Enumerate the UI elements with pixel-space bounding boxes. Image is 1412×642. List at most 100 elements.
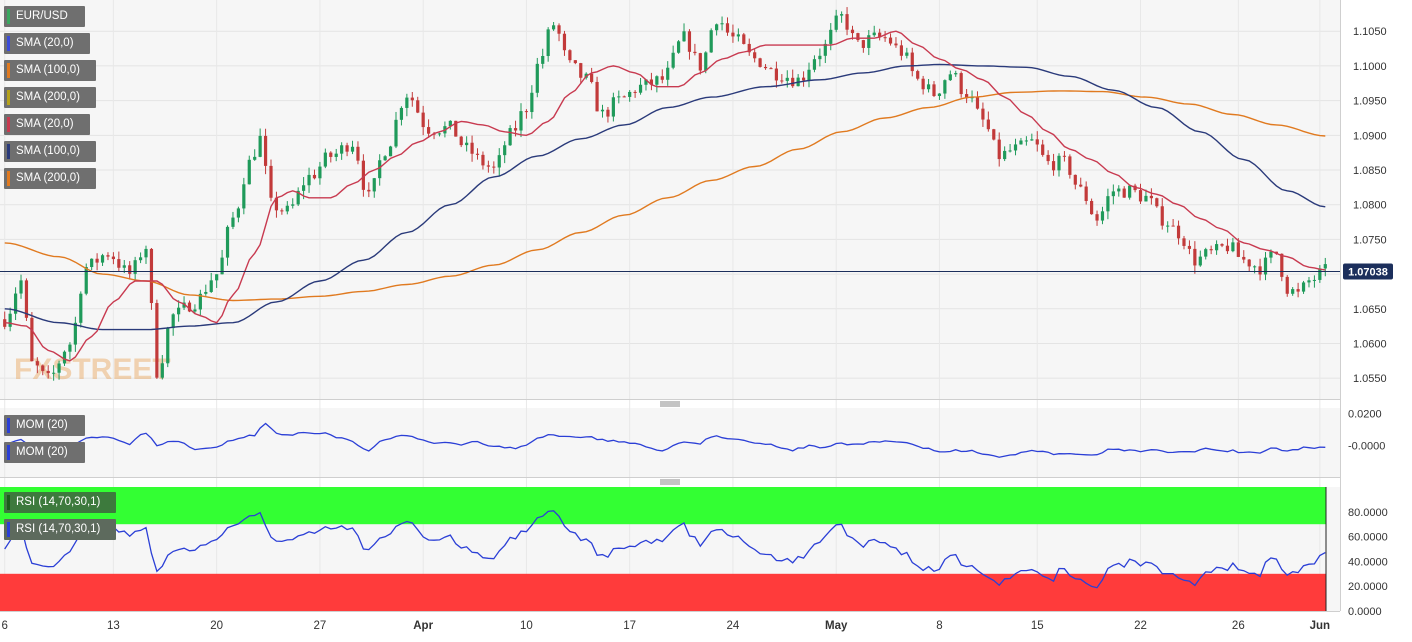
candle bbox=[943, 79, 947, 99]
legend-rsi[interactable]: RSI (14,70,30,1) bbox=[4, 492, 116, 513]
candle bbox=[508, 125, 512, 146]
candle bbox=[1013, 138, 1018, 156]
candle bbox=[1220, 243, 1224, 248]
candle bbox=[394, 111, 398, 149]
candle bbox=[1198, 250, 1202, 267]
candle bbox=[13, 287, 18, 321]
sma200-line bbox=[4, 90, 1326, 302]
candle bbox=[236, 206, 240, 223]
panel-separators[interactable] bbox=[0, 0, 1341, 612]
legend-indicator[interactable]: SMA (20,0) bbox=[4, 114, 90, 135]
candle bbox=[595, 76, 599, 112]
candle bbox=[1242, 250, 1246, 264]
candle bbox=[209, 272, 213, 293]
candle bbox=[551, 22, 556, 31]
candle bbox=[73, 316, 77, 352]
candle bbox=[932, 81, 936, 98]
candle bbox=[345, 142, 349, 157]
candle bbox=[410, 91, 414, 107]
rsi-tick-label: 60.0000 bbox=[1348, 532, 1388, 544]
price-tick-label: 1.0850 bbox=[1353, 165, 1387, 177]
candle bbox=[774, 61, 779, 88]
legend-indicator[interactable]: SMA (100,0) bbox=[4, 60, 96, 81]
candle bbox=[128, 261, 132, 280]
sma-lines bbox=[4, 30, 1326, 362]
candle bbox=[1182, 235, 1186, 250]
candle bbox=[1073, 174, 1077, 190]
candle bbox=[329, 151, 333, 163]
rsi-overbought-zone bbox=[0, 487, 1326, 525]
legend-symbol[interactable]: EUR/USD bbox=[4, 6, 85, 27]
legend-mom[interactable]: MOM (20) bbox=[4, 415, 85, 436]
candle bbox=[1024, 136, 1028, 146]
candle bbox=[280, 208, 284, 215]
resize-handle-rsi[interactable] bbox=[660, 479, 680, 485]
candle bbox=[291, 198, 295, 209]
candle bbox=[524, 109, 529, 119]
mom-panel-bg bbox=[0, 408, 1340, 477]
candle bbox=[388, 145, 393, 157]
indicator-label: SMA (20,0) bbox=[16, 118, 74, 130]
candle bbox=[1111, 184, 1115, 205]
candle bbox=[465, 136, 469, 152]
candle bbox=[1193, 241, 1197, 274]
symbol-label: EUR/USD bbox=[16, 10, 68, 22]
candle bbox=[704, 51, 708, 74]
price-tick-label: 1.1000 bbox=[1353, 61, 1387, 73]
legend-indicator[interactable]: SMA (20,0) bbox=[4, 33, 90, 54]
candle bbox=[204, 284, 208, 296]
rsi-swatch bbox=[7, 495, 10, 510]
candle bbox=[155, 299, 159, 379]
candle bbox=[883, 30, 887, 42]
indicator-swatch bbox=[7, 117, 10, 132]
candle bbox=[41, 364, 45, 376]
time-tick-label: Apr bbox=[413, 620, 433, 632]
candle bbox=[90, 258, 94, 271]
legend-indicator[interactable]: SMA (100,0) bbox=[4, 141, 96, 162]
candle bbox=[666, 61, 670, 86]
indicator-label: SMA (20,0) bbox=[16, 37, 74, 49]
candle bbox=[307, 167, 311, 193]
candle bbox=[682, 23, 686, 42]
candle bbox=[1171, 219, 1175, 227]
rsi-swatch bbox=[7, 522, 10, 537]
candle bbox=[100, 253, 105, 266]
candle bbox=[905, 47, 909, 59]
legend-mom[interactable]: MOM (20) bbox=[4, 442, 85, 463]
candle bbox=[780, 74, 784, 84]
candle bbox=[117, 251, 121, 272]
mom-tick-label: -0.0000 bbox=[1348, 440, 1385, 452]
candle bbox=[769, 67, 773, 70]
candle bbox=[166, 326, 170, 368]
price-tick-label: 1.0650 bbox=[1353, 304, 1387, 316]
candle bbox=[823, 39, 827, 64]
legend-rsi[interactable]: RSI (14,70,30,1) bbox=[4, 519, 116, 540]
candle bbox=[269, 159, 273, 202]
candle bbox=[421, 105, 425, 136]
candle bbox=[633, 90, 637, 98]
candle bbox=[177, 300, 181, 322]
resize-handle-mom[interactable] bbox=[660, 401, 680, 407]
time-tick-label: 27 bbox=[314, 620, 327, 632]
candle bbox=[106, 252, 110, 261]
candle bbox=[867, 29, 871, 56]
candle bbox=[975, 91, 980, 110]
indicator-label: SMA (100,0) bbox=[16, 145, 80, 157]
candle bbox=[242, 177, 246, 215]
candle bbox=[1100, 206, 1105, 225]
candle bbox=[731, 24, 735, 43]
candle bbox=[1057, 153, 1061, 177]
candle bbox=[470, 135, 474, 162]
candle bbox=[611, 92, 615, 122]
candle bbox=[350, 140, 355, 155]
rsi-label: RSI (14,70,30,1) bbox=[16, 496, 101, 508]
candle bbox=[1307, 276, 1311, 288]
candle bbox=[312, 169, 317, 180]
indicator-swatch bbox=[7, 36, 10, 51]
legend-indicator[interactable]: SMA (200,0) bbox=[4, 87, 96, 108]
candle bbox=[965, 88, 969, 104]
legend-indicator[interactable]: SMA (200,0) bbox=[4, 168, 96, 189]
candle bbox=[753, 49, 757, 63]
candle bbox=[1269, 249, 1273, 264]
candle bbox=[628, 90, 632, 102]
